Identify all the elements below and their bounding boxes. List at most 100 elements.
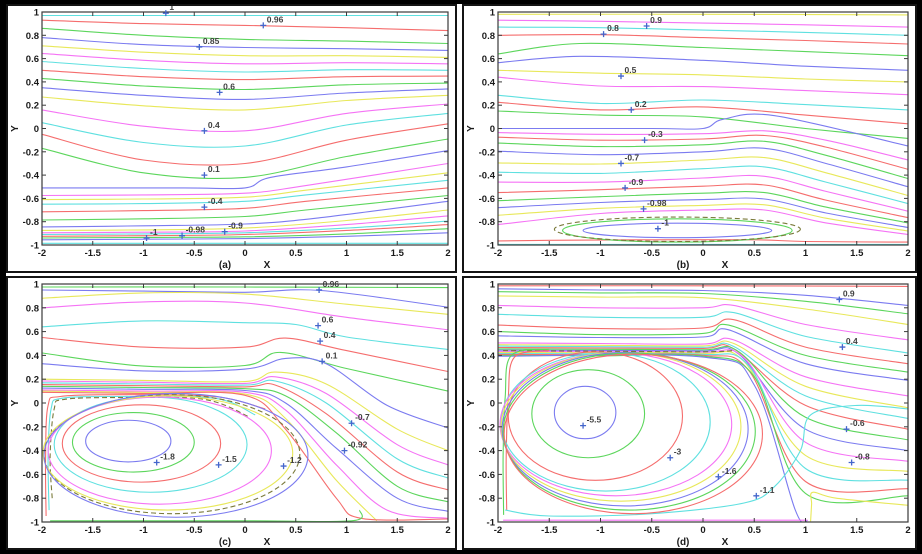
contour-panel-b: -2 -1.5 -1 -0.5 0 0.5 1 1.5 2 -1 -0.8 -0.6 -0.4 -0.2 0… <box>462 4 917 273</box>
x-tick-label: 1 <box>344 248 350 259</box>
contour-label: -0.3 <box>648 129 663 139</box>
contour-label-marker <box>216 89 223 96</box>
contour-line <box>42 379 448 479</box>
contour-label: 0.6 <box>223 81 235 91</box>
contour-loop <box>499 352 733 497</box>
axes-box <box>497 283 909 523</box>
contour-line <box>498 174 908 212</box>
contour-line <box>42 162 448 197</box>
contour-line <box>42 357 448 429</box>
contour-label: 0.6 <box>322 315 334 325</box>
contour-label: -5.5 <box>587 415 602 425</box>
y-tick-label: -0.8 <box>479 217 495 228</box>
x-tick-label: -1.5 <box>541 525 558 536</box>
x-tick-labels: -2 -1.5 -1 -0.5 0 0.5 1 1.5 2 <box>38 248 451 259</box>
contour-line <box>498 295 908 326</box>
contour-label: -3 <box>674 447 682 457</box>
contour-line <box>42 172 448 201</box>
contour-line <box>498 318 908 365</box>
contour-line <box>42 390 378 522</box>
contour-line <box>42 385 448 503</box>
contour-line <box>42 103 448 133</box>
contour-label-marker <box>221 228 228 235</box>
contour-line <box>498 69 908 83</box>
contour-line <box>42 69 448 81</box>
contour-loop <box>531 369 646 459</box>
contour-line <box>42 194 448 221</box>
x-tick-label: -1 <box>139 525 148 536</box>
contour-plot-a: -2 -1.5 -1 -0.5 0 0.5 1 1.5 2 -1 -0.8 -0.6 -0.4 -0.2 0… <box>10 6 451 271</box>
x-tick-label: 0 <box>700 525 705 536</box>
y-tick-label: 0.6 <box>26 54 39 65</box>
contour-label-marker <box>315 322 322 329</box>
contour-label-marker <box>654 225 661 232</box>
contour-loop <box>502 352 756 511</box>
contour-labels: 0.96 0.6 0.4 0.1 -0.7 -0.92 -1.8 -1.5 -1.2 <box>153 279 370 470</box>
contour-line <box>42 291 448 315</box>
contour-line <box>42 52 448 65</box>
contour-label: -1.6 <box>722 466 737 476</box>
subplot-caption: (a) <box>219 260 231 271</box>
y-tick-label: -0.2 <box>479 422 495 433</box>
contour-line <box>42 351 448 392</box>
contour-label: 0.1 <box>208 164 220 174</box>
contour-line <box>498 344 908 430</box>
y-tick-label: -0.4 <box>479 171 496 182</box>
x-tick-label: 1 <box>803 525 809 536</box>
contour-line <box>42 387 448 512</box>
contour-label-marker <box>836 296 843 303</box>
contour-line <box>498 239 908 243</box>
contour-label-marker <box>280 463 287 470</box>
contour-line <box>42 224 448 237</box>
x-tick-label: 0.5 <box>748 525 762 536</box>
y-tick-labels: -1 -0.8 -0.6 -0.4 -0.2 0 0.2 0.4 0.6 0.8 1 <box>479 280 496 529</box>
y-tick-label: -0.6 <box>479 470 495 481</box>
y-tick-label: -0.8 <box>23 217 39 228</box>
x-tick-label: 0 <box>700 248 705 259</box>
y-tick-label: -0.4 <box>479 446 496 457</box>
contour-line <box>498 291 908 315</box>
x-tick-label: 2 <box>445 248 450 259</box>
y-tick-label: -0.6 <box>23 470 39 481</box>
contour-label-marker <box>848 459 855 466</box>
axes <box>497 283 909 523</box>
x-tick-label: -1.5 <box>541 248 558 259</box>
contour-line <box>42 27 448 45</box>
x-tick-label: 2 <box>445 525 450 536</box>
y-tick-labels: -1 -0.8 -0.6 -0.4 -0.2 0 0.2 0.4 0.6 0.8 1 <box>479 8 496 252</box>
contour-label-marker <box>600 31 607 38</box>
contour-line <box>42 94 448 111</box>
contour-line <box>498 130 908 161</box>
contour-plot-b: -2 -1.5 -1 -0.5 0 0.5 1 1.5 2 -1 -0.8 -0.6 -0.4 -0.2 0… <box>466 8 911 272</box>
contour-label-marker <box>628 106 635 113</box>
x-tick-label: -0.5 <box>644 525 661 536</box>
contour-plot-d: -2 -1.5 -1 -0.5 0 0.5 1 1.5 2 -1 -0.8 -0.6 -0.4 -0.2 0… <box>466 280 911 549</box>
x-tick-label: -2 <box>38 525 46 536</box>
y-tick-label: 0.6 <box>26 327 39 338</box>
x-tick-label: -2 <box>38 248 46 259</box>
contour-label-marker <box>640 205 647 212</box>
contour-loop <box>61 404 222 483</box>
contour-line <box>498 311 908 354</box>
contour-label-marker <box>753 492 760 499</box>
contour-label: 0.4 <box>846 336 858 346</box>
x-tick-label: 0.5 <box>289 525 303 536</box>
contour-line <box>42 336 448 373</box>
y-axis-label: Y <box>10 125 21 132</box>
subplot-caption: (d) <box>677 537 690 548</box>
y-tick-label: 0 <box>490 399 495 410</box>
y-tick-label: -0.2 <box>23 422 39 433</box>
y-tick-label: -1 <box>487 518 496 529</box>
contour-line <box>498 203 908 232</box>
y-tick-label: -0.8 <box>479 494 495 505</box>
contour-label-marker <box>618 73 624 80</box>
y-tick-label: 0.4 <box>26 77 40 88</box>
contour-line <box>42 232 448 241</box>
contour-label: -0.9 <box>629 177 644 187</box>
contour-loop <box>582 222 773 239</box>
contour-line <box>498 26 908 36</box>
contour-label: 0.4 <box>208 120 220 130</box>
contour-line <box>498 55 908 71</box>
x-tick-label: -1 <box>596 525 605 536</box>
contour-line <box>498 340 908 409</box>
